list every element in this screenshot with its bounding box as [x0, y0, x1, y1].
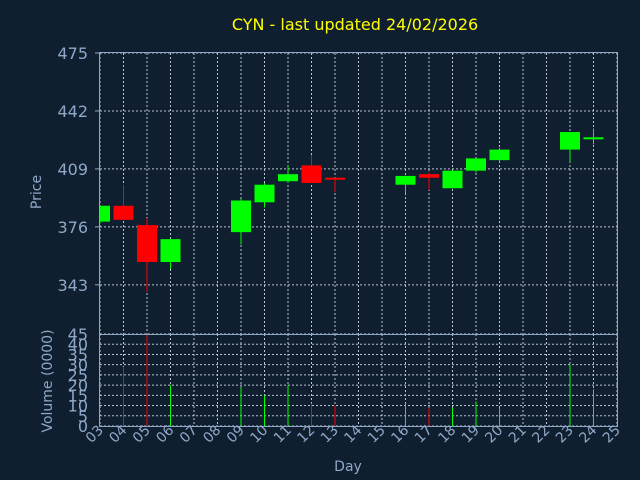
volume-y-label: Volume (0000) — [40, 329, 56, 432]
candle-body — [560, 132, 580, 150]
candle-body — [254, 184, 275, 203]
x-tick-labels: 03 04 05 06 07 08 09 10 11 12 13 14 15 16 17 18 19 20 21 22… — [83, 422, 624, 446]
candle-body — [137, 225, 157, 262]
price-y-ticks: 343 376 409 442 475 — [57, 44, 100, 295]
volume-y-tick-label: 45 — [68, 325, 88, 344]
candle-body — [583, 137, 604, 140]
chart-title: CYN - last updated 24/02/2026 — [232, 15, 478, 34]
candle-body — [231, 200, 251, 233]
volume-bars — [123, 334, 594, 426]
volume-y-tick-label: 0 — [78, 417, 88, 436]
candle-body — [113, 205, 134, 220]
price-y-label: Price — [29, 175, 45, 209]
price-y-tick-label: 442 — [57, 102, 88, 121]
price-y-tick-label: 343 — [57, 276, 88, 295]
candle-body — [100, 205, 110, 222]
volume-y-tick-label: 25 — [68, 366, 88, 385]
x-axis-label: Day — [334, 459, 362, 475]
volume-grid — [99, 333, 618, 427]
candle-body — [160, 239, 181, 262]
volume-y-tick-label: 15 — [68, 386, 88, 405]
volume-y-tick-label: 30 — [68, 356, 88, 375]
volume-y-tick-label: 10 — [68, 397, 88, 416]
price-y-tick-label: 376 — [57, 218, 88, 237]
candle-body — [442, 170, 463, 189]
candle-body — [489, 149, 510, 161]
volume-panel-frame — [99, 334, 618, 427]
price-y-tick-label: 409 — [57, 160, 88, 179]
price-grid — [99, 52, 618, 334]
candle-body — [419, 174, 439, 178]
volume-y-tick-label: 40 — [68, 335, 88, 354]
candle-body — [301, 165, 322, 183]
volume-y-tick-label: 35 — [68, 345, 88, 364]
candle-body — [466, 158, 486, 171]
candle-body — [325, 177, 345, 180]
price-candles — [99, 128, 604, 292]
candle-body — [395, 175, 416, 185]
candle-body — [278, 174, 298, 182]
price-y-tick-label: 475 — [57, 44, 88, 63]
volume-y-tick-label: 20 — [68, 376, 88, 395]
volume-y-tick-label: 5 — [78, 407, 88, 426]
